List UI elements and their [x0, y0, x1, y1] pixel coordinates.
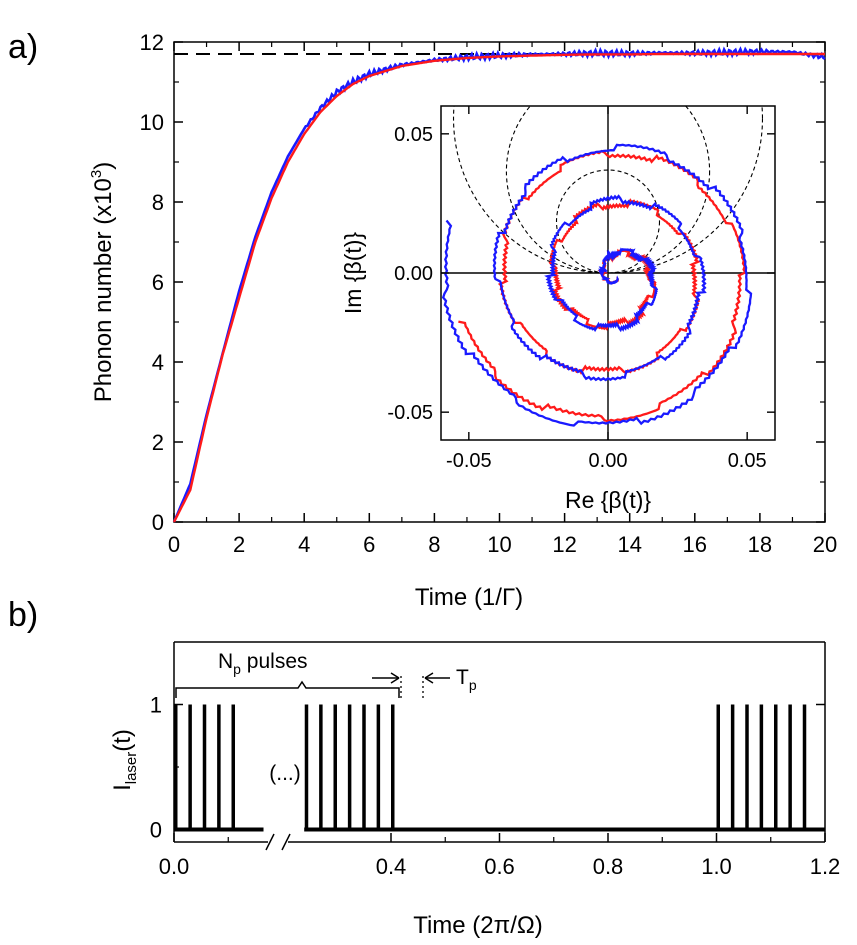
panel-label-a: a)	[8, 28, 38, 66]
b-x-tick-label: 1.2	[810, 854, 841, 879]
y-axis-title-a-main: Phonon number (x10	[90, 178, 117, 402]
y-axis-title-inset: Im {β(t)}	[340, 232, 366, 315]
x-tick-label: 18	[748, 532, 772, 557]
y-axis-title-b-sub: laser	[123, 752, 140, 785]
x-tick-label: 6	[363, 532, 375, 557]
b-x-tick-label: 0.8	[593, 854, 624, 879]
inset-x-tick-label: 0.05	[728, 450, 767, 472]
y-tick-label: 12	[140, 30, 164, 55]
inset-y-tick-label: -0.05	[387, 402, 433, 424]
laser-pulse	[319, 704, 323, 830]
tp-arrow-left-head	[390, 672, 400, 684]
y-axis-title-a: Phonon number (x103)	[88, 162, 117, 403]
y-tick-label: 4	[152, 350, 164, 375]
pulse-train-group	[174, 704, 825, 832]
x-tick-label: 2	[233, 532, 245, 557]
tp-label: Tp	[456, 666, 477, 693]
b-x-tick-label: 0.4	[376, 854, 407, 879]
np-label-sub: p	[233, 661, 241, 677]
inset-x-tick-label: 0.00	[589, 450, 628, 472]
axis-ticks-inset	[441, 106, 775, 440]
x-axis-title-a: Time (1/Γ)	[415, 584, 523, 611]
np-pulses-label: Np pulses	[218, 650, 308, 677]
laser-pulse	[774, 704, 778, 830]
b-y-tick-label: 0	[150, 818, 162, 843]
tick-labels-a: 0 2 4 6 8 10 12 14 16 18 20 0 2 4 6 8 10 12	[140, 30, 838, 557]
b-x-tick-label: 0.6	[484, 854, 515, 879]
inset-chart: -0.05 0.00 0.05 -0.05 0.00 0.05 Re {β(t)} Im …	[340, 105, 776, 513]
b-y-tick-label: 1	[150, 693, 162, 718]
tp-label-main: T	[456, 666, 469, 689]
b-x-tick-label: 0.0	[159, 854, 190, 879]
x-tick-label: 8	[428, 532, 440, 557]
laser-pulse	[362, 704, 366, 830]
laser-pulse	[333, 704, 337, 830]
y-axis-title-b-main: I	[109, 784, 136, 791]
laser-pulse	[759, 704, 764, 830]
laser-pulse	[376, 704, 381, 830]
tick-labels-inset: -0.05 0.00 0.05 -0.05 0.00 0.05	[387, 124, 766, 472]
series-line-analytic	[172, 52, 825, 523]
axis-break-mark-1	[265, 833, 275, 851]
series-group-a	[172, 46, 826, 523]
y-axis-title-a-sup: 3	[88, 170, 105, 178]
x-axis-title-inset: Re {β(t)}	[565, 487, 651, 513]
laser-pulse	[304, 704, 309, 830]
x-tick-label: 14	[617, 532, 641, 557]
x-tick-label: 4	[298, 532, 310, 557]
y-tick-label: 8	[152, 190, 164, 215]
laser-pulse	[391, 704, 395, 830]
axis-break-mark-2	[281, 833, 291, 851]
laser-pulse	[716, 704, 720, 830]
panel-label-b: b)	[8, 596, 38, 634]
pulse-chart-panel-b: 0.0 0.4 0.6 0.8 1.0 1.201 (...) Np pulses Tp …	[109, 641, 841, 939]
reference-circle	[505, 106, 711, 274]
x-tick-label: 16	[683, 532, 707, 557]
x-axis-title-b: Time (2π/Ω)	[413, 912, 543, 939]
x-tick-label: 0	[168, 532, 180, 557]
x-tick-label: 10	[487, 532, 511, 557]
laser-pulse	[802, 704, 807, 830]
np-label-main: N	[218, 650, 233, 673]
reference-circle	[453, 106, 763, 274]
y-tick-label: 10	[140, 110, 164, 135]
laser-pulse	[745, 704, 749, 830]
tp-label-sub: p	[469, 677, 477, 693]
gap-ellipsis-label: (...)	[269, 762, 301, 785]
laser-pulse	[730, 704, 735, 830]
y-tick-label: 2	[152, 430, 164, 455]
x-tick-label: 12	[552, 532, 576, 557]
axis-ticks-a	[173, 41, 826, 523]
laser-pulse	[231, 704, 236, 830]
laser-pulse	[217, 704, 221, 830]
y-tick-label: 6	[152, 270, 164, 295]
np-label-tail: pulses	[241, 650, 308, 673]
b-x-tick-label: 1.0	[701, 854, 732, 879]
axis-break-marks	[265, 833, 291, 851]
x-tick-label: 20	[813, 532, 837, 557]
laser-pulse	[202, 704, 207, 830]
y-axis-title-b: Ilaser(t)	[109, 729, 140, 791]
np-pulses-brace	[175, 680, 400, 698]
inset-x-tick-label: -0.05	[446, 450, 492, 472]
main-chart-panel-a: 0 2 4 6 8 10 12 14 16 18 20 0 2 4 6 8 10 12 Time (1/Γ) Ph…	[88, 30, 837, 611]
inset-plot-area	[441, 106, 775, 440]
laser-pulse	[188, 704, 192, 830]
laser-pulse	[174, 704, 178, 830]
laser-pulse	[347, 704, 352, 830]
y-axis-title-b-tail: (t)	[109, 729, 136, 752]
inset-y-tick-label: 0.00	[394, 263, 433, 285]
tp-arrow-right-head	[424, 672, 434, 684]
inset-y-tick-label: 0.05	[394, 124, 433, 146]
reference-circle	[555, 169, 661, 274]
simulation-spiral	[441, 143, 753, 427]
y-tick-label: 0	[152, 510, 164, 535]
laser-pulse	[788, 704, 792, 830]
y-axis-title-a-close: )	[90, 162, 117, 170]
tick-labels-b: 0.0 0.4 0.6 0.8 1.0 1.2 0 1	[150, 693, 841, 880]
